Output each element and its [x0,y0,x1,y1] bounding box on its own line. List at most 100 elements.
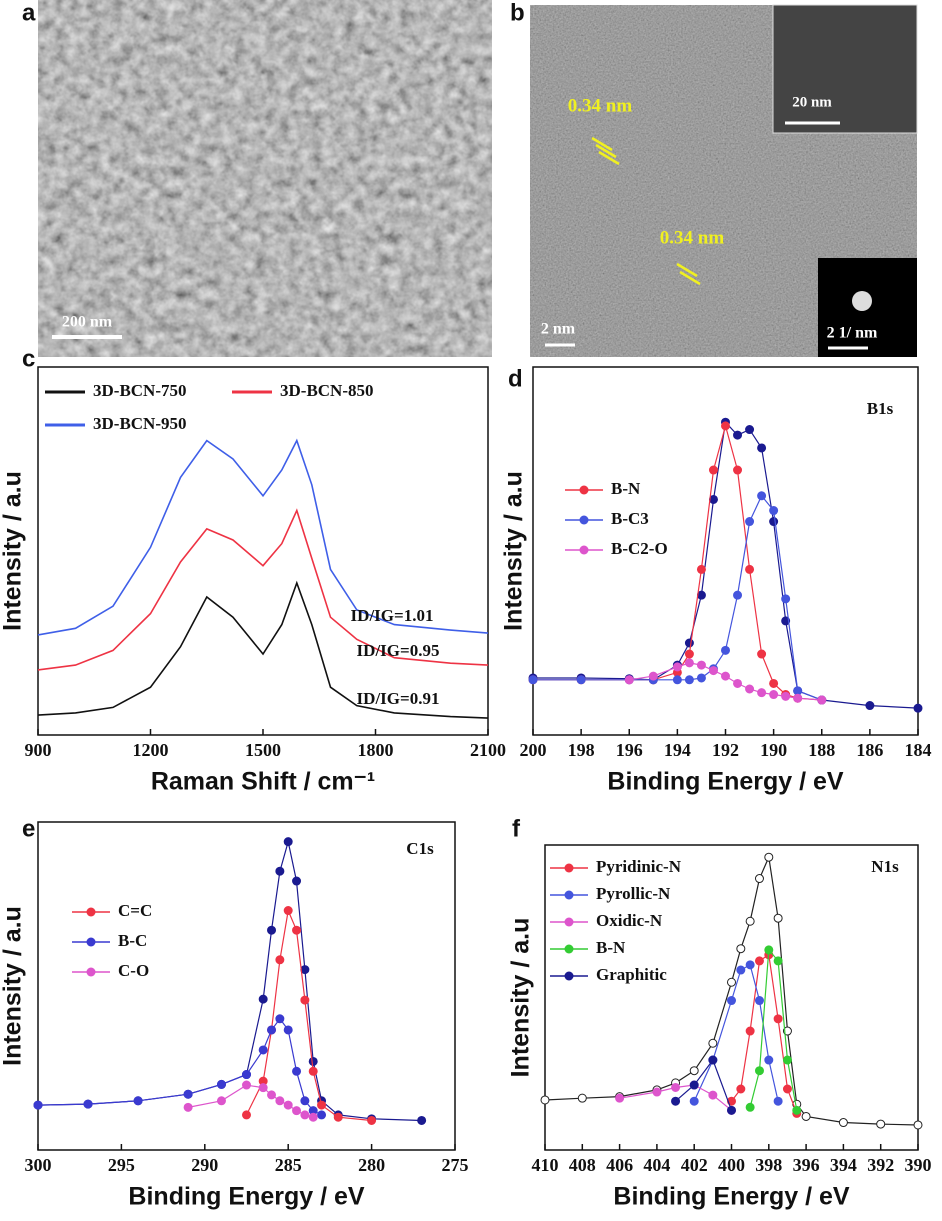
data-point [708,1055,718,1065]
data-point [782,1055,792,1065]
data-point [684,658,694,668]
data-point [733,465,743,475]
data-point [689,1066,699,1076]
x-tick-label: 200 [520,740,547,760]
legend-swatch [579,515,589,525]
data-point [689,1080,699,1090]
data-point [183,1102,193,1112]
data-point [367,1115,377,1125]
data-point [793,686,803,696]
data-point [183,1089,193,1099]
data-point [671,1096,681,1106]
data-point [801,1111,811,1121]
data-point [308,1056,318,1066]
data-point [733,678,743,688]
chart-panel: 200 198 196 194 192 190 188 186 184 Binding Energ… [500,365,932,795]
data-point [133,1096,143,1106]
data-point [764,1055,774,1065]
y-axis-label: Intensity / a.u [0,471,27,631]
scale-bar-label: 200 nm [62,314,113,331]
data-point [292,1066,302,1076]
panel-letter: f [512,815,521,842]
x-tick-label: 400 [718,1155,745,1175]
x-tick-label: 295 [108,1155,135,1175]
x-axis-label: Binding Energy / eV [607,768,843,796]
data-point [317,1110,327,1120]
series-line [749,948,798,1111]
x-tick-label: 186 [856,740,883,760]
data-point [283,906,293,916]
data-point [242,1110,251,1120]
data-point [773,956,783,966]
annotation: ID/IG=1.01 [351,606,434,625]
data-point [736,965,746,975]
data-point [708,1038,718,1048]
diffraction-spot [852,291,872,311]
data-point [300,1110,310,1120]
data-point [672,662,682,672]
data-point [769,690,779,700]
data-point [216,1096,226,1106]
x-tick-label: 402 [681,1155,708,1175]
x-tick-label: 390 [905,1155,932,1175]
data-point [727,996,736,1006]
x-tick-label: 396 [793,1155,820,1175]
data-point [727,1105,736,1115]
lattice-label: 0.34 nm [568,95,633,116]
data-point [292,925,302,935]
inset-scale-label: 20 nm [792,94,832,110]
data-point [721,421,730,431]
data-point [708,666,718,676]
panel-letter: a [22,0,36,26]
data-point [745,916,755,926]
chart-panel: 300 295 290 285 280 275 Binding Energy / eV Int… [0,815,469,1210]
x-tick-label: 1500 [245,740,281,760]
data-point [684,675,694,685]
series-line [533,420,919,709]
data-point [624,675,634,685]
inset [772,4,918,134]
lattice-label: 0.34 nm [660,227,725,248]
data-point [708,465,718,475]
x-axis-label: Raman Shift / cm⁻¹ [151,768,375,796]
legend-swatch [579,545,589,555]
chart-panel: 900 1200 1500 1800 2100 Raman Shift / cm⁻¹ Int… [0,345,506,795]
data-point [283,837,293,847]
series-line [675,1058,733,1111]
x-tick-label: 900 [25,740,52,760]
legend-label: 3D-BCN-750 [93,381,187,400]
data-point [267,925,277,935]
x-axis-label: Binding Energy / eV [128,1183,364,1211]
x-tick-label: 192 [712,740,739,760]
data-point [721,645,730,655]
legend-label: C=C [118,901,152,920]
data-point [267,1090,277,1100]
legend-label: 3D-BCN-950 [93,414,187,433]
legend-swatch [86,907,96,917]
legend-swatch [86,937,96,947]
data-point [308,1112,318,1122]
x-tick-label: 184 [905,740,932,760]
x-tick-label: 194 [664,740,691,760]
x-tick-label: 285 [275,1155,302,1175]
y-axis-label: Intensity / a.u [0,906,27,1066]
data-point [773,1096,783,1106]
data-point [782,1084,792,1094]
data-point [292,1106,302,1116]
legend-swatch [564,944,574,954]
data-point [652,1087,662,1097]
x-tick-label: 188 [808,740,835,760]
data-point [769,506,779,516]
data-point [754,996,764,1006]
annotation: B1s [867,399,894,418]
data-point [913,703,923,713]
data-point [721,671,730,681]
x-tick-label: 1800 [358,740,394,760]
x-tick-label: 394 [830,1155,857,1175]
legend-label: C-O [118,961,149,980]
x-tick-label: 280 [358,1155,385,1175]
data-point [757,443,767,453]
legend-swatch [564,890,574,900]
data-point [773,913,783,923]
